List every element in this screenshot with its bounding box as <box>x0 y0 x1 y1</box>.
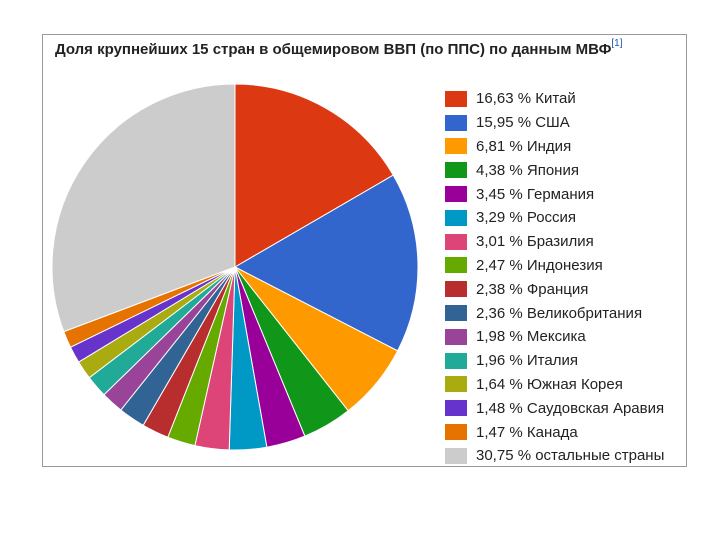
legend-label: 3,45 % Германия <box>476 185 595 203</box>
legend-swatch <box>445 209 467 226</box>
legend-item-13[interactable]: 1,48 % Саудовская Аравия <box>445 396 664 420</box>
chart-legend: 16,63 % Китай 15,95 % США 6,81 % Индия 4,38… <box>445 87 664 468</box>
pie-chart <box>51 83 419 451</box>
legend-item-15[interactable]: 30,75 % остальные страны <box>445 444 664 468</box>
legend-label: 4,38 % Япония <box>476 161 579 179</box>
legend-label: 1,64 % Южная Корея <box>476 375 623 393</box>
legend-item-2[interactable]: 6,81 % Индия <box>445 135 664 159</box>
chart-frame: Доля крупнейших 15 стран в общемировом В… <box>42 34 687 467</box>
legend-item-7[interactable]: 2,47 % Индонезия <box>445 254 664 278</box>
legend-item-9[interactable]: 2,36 % Великобритания <box>445 301 664 325</box>
legend-item-6[interactable]: 3,01 % Бразилия <box>445 230 664 254</box>
legend-label: 1,98 % Мексика <box>476 328 586 346</box>
legend-swatch <box>445 233 467 250</box>
legend-label: 3,29 % Россия <box>476 209 577 227</box>
title-reference-link[interactable]: [1] <box>611 38 623 49</box>
legend-swatch <box>445 138 467 155</box>
legend-label: 2,47 % Индонезия <box>476 256 603 274</box>
legend-label: 1,96 % Италия <box>476 352 578 370</box>
legend-label: 2,36 % Великобритания <box>476 304 643 322</box>
legend-label: 2,38 % Франция <box>476 280 589 298</box>
legend-swatch <box>445 400 467 417</box>
legend-swatch <box>445 305 467 322</box>
legend-swatch <box>445 90 467 107</box>
legend-label: 6,81 % Индия <box>476 137 572 155</box>
legend-item-12[interactable]: 1,64 % Южная Корея <box>445 373 664 397</box>
legend-label: 16,63 % Китай <box>476 90 576 108</box>
pie-slice-0[interactable] <box>234 83 394 268</box>
legend-item-0[interactable]: 16,63 % Китай <box>445 87 664 111</box>
legend-swatch <box>445 447 467 464</box>
legend-swatch <box>445 376 467 393</box>
legend-item-1[interactable]: 15,95 % США <box>445 111 664 135</box>
legend-swatch <box>445 114 467 131</box>
legend-item-3[interactable]: 4,38 % Япония <box>445 158 664 182</box>
pie-slice-15[interactable] <box>51 83 236 333</box>
legend-label: 30,75 % остальные страны <box>476 447 665 465</box>
legend-swatch <box>445 162 467 179</box>
legend-label: 1,48 % Саудовская Аравия <box>476 399 665 417</box>
legend-swatch <box>445 424 467 441</box>
legend-item-5[interactable]: 3,29 % Россия <box>445 206 664 230</box>
legend-item-8[interactable]: 2,38 % Франция <box>445 277 664 301</box>
legend-swatch <box>445 328 467 345</box>
legend-label: 15,95 % США <box>476 114 570 132</box>
legend-swatch <box>445 186 467 203</box>
legend-item-14[interactable]: 1,47 % Канада <box>445 420 664 444</box>
legend-label: 1,47 % Канада <box>476 423 578 441</box>
legend-item-10[interactable]: 1,98 % Мексика <box>445 325 664 349</box>
legend-swatch <box>445 352 467 369</box>
legend-item-11[interactable]: 1,96 % Италия <box>445 349 664 373</box>
legend-item-4[interactable]: 3,45 % Германия <box>445 182 664 206</box>
legend-swatch <box>445 257 467 274</box>
chart-title-text: Доля крупнейших 15 стран в общемировом В… <box>55 41 612 58</box>
chart-title: Доля крупнейших 15 стран в общемировом В… <box>55 38 623 58</box>
pie-slice-1[interactable] <box>233 174 419 352</box>
legend-swatch <box>445 281 467 298</box>
legend-label: 3,01 % Бразилия <box>476 233 594 251</box>
